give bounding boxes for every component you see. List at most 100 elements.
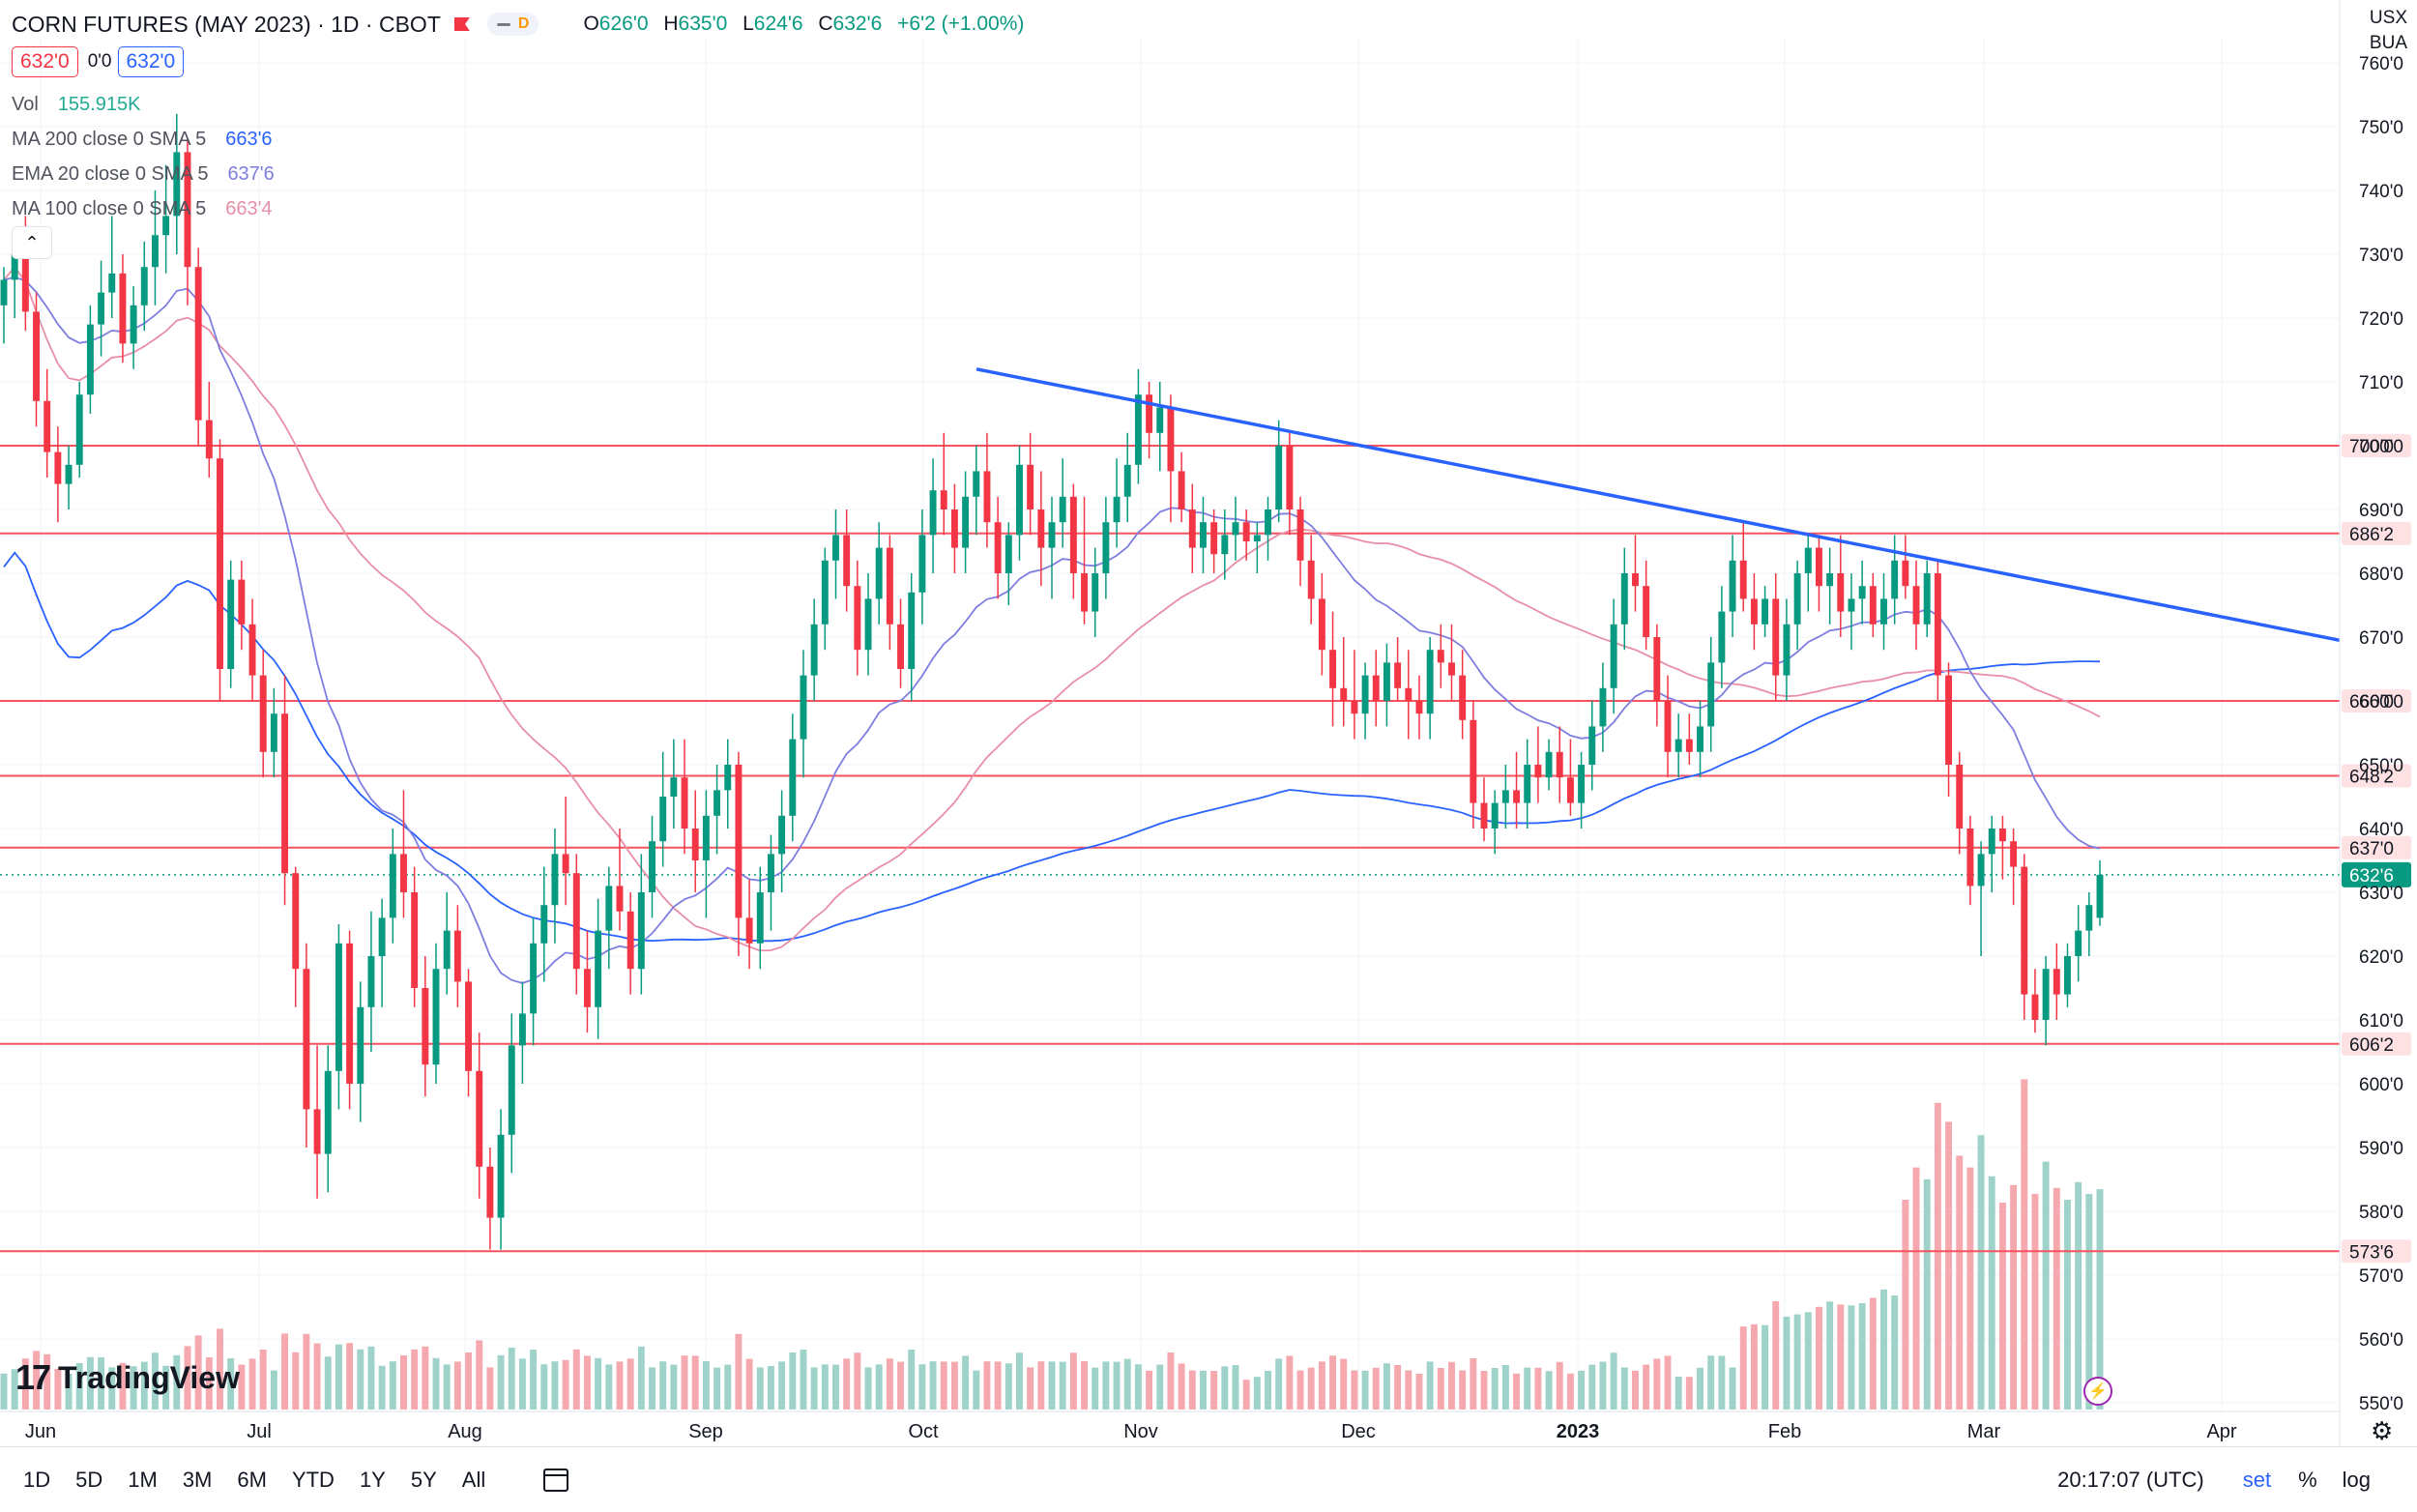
candle-body	[1329, 650, 1337, 688]
candle-body	[735, 765, 743, 918]
volume-bar	[1923, 1178, 1931, 1410]
volume-bar	[864, 1367, 872, 1410]
candle-body	[75, 394, 83, 465]
candle-body	[940, 490, 947, 509]
volume-bar	[735, 1333, 743, 1410]
x-tick-label: Apr	[2206, 1421, 2236, 1442]
volume-bar	[637, 1346, 645, 1410]
volume-bar	[465, 1352, 473, 1410]
candle-body	[854, 586, 861, 651]
range-all-button[interactable]: All	[461, 1467, 486, 1492]
symbol-title[interactable]: CORN FUTURES (MAY 2023) · 1D · CBOT	[12, 11, 441, 37]
candle-body	[1134, 394, 1142, 465]
candle-body	[540, 905, 548, 944]
market-status-pill[interactable]: D	[486, 13, 539, 36]
title-row: CORN FUTURES (MAY 2023) · 1D · CBOT D O6…	[12, 8, 1024, 41]
volume-bar	[1934, 1102, 1941, 1410]
candle-body	[1977, 854, 1985, 887]
volume-bar	[1762, 1324, 1769, 1410]
candle-body	[1448, 662, 1455, 676]
percent-scale-toggle[interactable]: %	[2298, 1467, 2317, 1492]
flag-icon[interactable]	[453, 17, 470, 31]
gear-icon[interactable]: ⚙	[2371, 1416, 2394, 1445]
candle-body	[248, 624, 256, 676]
indicator-ma200[interactable]: MA 200 close 0 SMA 5 663'6	[12, 122, 1024, 157]
volume-bar	[940, 1361, 947, 1410]
candle-body	[1275, 446, 1283, 509]
volume-bar	[605, 1364, 613, 1410]
price-level-label: 573'6	[2349, 1242, 2394, 1263]
volume-bar	[1134, 1364, 1142, 1410]
tradingview-logo-text: TradingView	[58, 1359, 240, 1395]
volume-bar	[324, 1356, 332, 1410]
candle-body	[44, 400, 51, 452]
candle-body	[1081, 573, 1088, 612]
candle-body	[897, 624, 905, 669]
range-ytd-button[interactable]: YTD	[291, 1467, 335, 1492]
range-3m-button[interactable]: 3M	[182, 1467, 213, 1492]
volume-bar	[1102, 1361, 1110, 1410]
candle-body	[367, 956, 375, 1007]
range-1y-button[interactable]: 1Y	[359, 1467, 386, 1492]
volume-bar	[1470, 1358, 1477, 1410]
candle-body	[335, 943, 342, 1071]
indicator-ma100-label: MA 100 close 0 SMA 5	[12, 197, 207, 219]
volume-bar	[1037, 1361, 1045, 1410]
volume-bar	[303, 1333, 310, 1410]
session-toggle[interactable]: set	[2242, 1467, 2272, 1492]
tradingview-logo[interactable]: 17 TradingView	[15, 1357, 240, 1398]
clock-readout[interactable]: 20:17:07 (UTC)	[2057, 1467, 2204, 1492]
price-level-tag	[2342, 434, 2411, 457]
sell-button[interactable]: 632'0	[12, 46, 78, 77]
range-6m-button[interactable]: 6M	[237, 1467, 267, 1492]
volume-bar	[1188, 1370, 1196, 1410]
price-level-tag	[2342, 1239, 2411, 1264]
candle-body	[1459, 675, 1467, 720]
candle-body	[918, 535, 926, 593]
range-5d-button[interactable]: 5D	[75, 1467, 103, 1492]
volume-bar	[335, 1344, 342, 1410]
volume-bar	[595, 1357, 602, 1410]
volume-bar	[248, 1358, 256, 1410]
volume-bar	[994, 1361, 1002, 1410]
volume-bar	[1351, 1370, 1358, 1410]
volume-bar	[1156, 1364, 1164, 1410]
candle-body	[140, 267, 148, 305]
range-5y-button[interactable]: 5Y	[410, 1467, 437, 1492]
indicator-ema20[interactable]: EMA 20 close 0 SMA 5 637'6	[12, 157, 1024, 191]
volume-bar	[778, 1361, 786, 1410]
candle-body	[21, 254, 29, 312]
log-scale-toggle[interactable]: log	[2342, 1467, 2371, 1492]
chart-canvas[interactable]: 700'0 686'2 660'0 648'2 637'0 606'2 573'6 632'6…	[0, 0, 2417, 1446]
candle-body	[1988, 829, 1995, 855]
volume-bar	[1123, 1358, 1131, 1410]
candle-body	[1092, 573, 1099, 612]
buy-button[interactable]: 632'0	[117, 46, 185, 77]
calendar-icon[interactable]	[543, 1468, 569, 1492]
volume-bar	[1361, 1370, 1369, 1410]
candle-body	[1123, 464, 1131, 497]
range-1m-button[interactable]: 1M	[128, 1467, 158, 1492]
volume-bar	[2031, 1194, 2039, 1410]
volume-bar	[1631, 1370, 1639, 1410]
collapse-legend-button[interactable]: ⌃	[12, 226, 52, 259]
lightning-icon[interactable]: ⚡	[2083, 1377, 2112, 1406]
trendline[interactable]	[976, 367, 2341, 643]
indicator-ma100[interactable]: MA 100 close 0 SMA 5 663'4	[12, 191, 1024, 226]
volume-bar	[843, 1358, 851, 1410]
volume-bar	[227, 1358, 235, 1410]
candle-body	[1945, 675, 1953, 765]
currency-unit: USX	[2369, 8, 2407, 28]
volume-bar	[11, 1369, 18, 1410]
candle-body	[1902, 560, 1909, 587]
candle-body	[281, 713, 289, 874]
volume-bar	[140, 1361, 148, 1410]
indicator-vol[interactable]: Vol 155.915K	[12, 87, 1024, 122]
close-key: C	[818, 13, 833, 35]
candle-body	[465, 981, 473, 1071]
candle-body	[1739, 560, 1747, 599]
range-1d-button[interactable]: 1D	[23, 1467, 51, 1492]
candle-body	[1210, 522, 1218, 555]
currency-selector[interactable]: USX BUA	[2370, 8, 2407, 54]
price-level-tag	[2342, 689, 2411, 712]
